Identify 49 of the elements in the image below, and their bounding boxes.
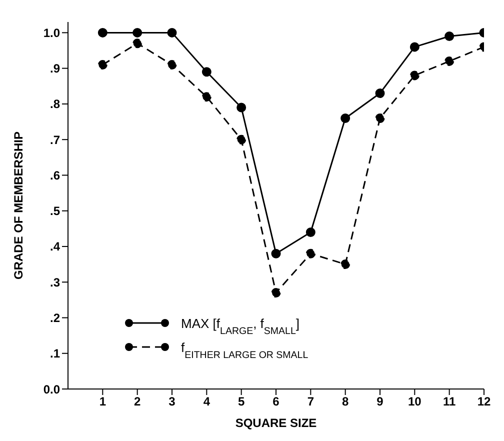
point — [410, 42, 420, 52]
point — [306, 227, 316, 237]
point — [98, 28, 108, 38]
point — [410, 70, 420, 80]
legend-label: MAX [f$_{LARGE}$, f$_{SMALL}$] — [181, 316, 300, 336]
x-tick-label: 1 — [99, 394, 106, 409]
y-tick-label: .7 — [50, 132, 60, 147]
x-axis-title: SQUARE SIZE — [235, 416, 317, 430]
x-tick-label: 9 — [376, 394, 384, 409]
y-axis-title: GRADE OF MEMBERSHIP — [11, 131, 26, 280]
point — [132, 28, 142, 38]
y-tick-label: 1.0 — [43, 26, 60, 40]
point — [444, 56, 454, 66]
x-tick-label: 7 — [307, 394, 314, 409]
point — [375, 88, 385, 98]
point — [236, 102, 246, 112]
x-tick-label: 4 — [203, 394, 210, 409]
point — [236, 134, 246, 144]
x-tick-label: 3 — [168, 394, 176, 409]
y-tick-label: .5 — [50, 204, 60, 218]
x-tick-label: 2 — [134, 394, 141, 409]
point — [340, 113, 350, 123]
y-tick-label: .8 — [50, 97, 60, 112]
x-tick-label: 5 — [238, 394, 245, 409]
point — [444, 32, 454, 41]
point — [202, 67, 212, 77]
y-tick-label: .2 — [50, 311, 60, 325]
point — [167, 28, 177, 38]
point — [271, 288, 281, 298]
point — [98, 60, 108, 70]
x-tick-label: 6 — [272, 394, 280, 409]
y-tick-label: .6 — [50, 168, 60, 182]
x-tick-label: 10 — [408, 394, 422, 409]
x-tick-label: 12 — [477, 394, 491, 409]
y-tick-label: .9 — [50, 62, 60, 76]
point — [340, 260, 350, 270]
x-tick-label: 8 — [342, 394, 349, 409]
point — [271, 248, 281, 258]
y-tick-label: .1 — [50, 346, 60, 361]
point — [202, 92, 212, 102]
x-tick-label: 11 — [442, 394, 456, 409]
y-tick-label: 0.0 — [43, 382, 60, 396]
y-tick-label: .3 — [50, 275, 60, 290]
point — [167, 60, 177, 70]
point — [375, 113, 385, 123]
point — [132, 38, 142, 48]
y-tick-label: .4 — [50, 240, 60, 254]
legend-label: f$_{EITHER LARGE OR SMALL}$ — [181, 340, 309, 360]
point — [306, 248, 316, 258]
